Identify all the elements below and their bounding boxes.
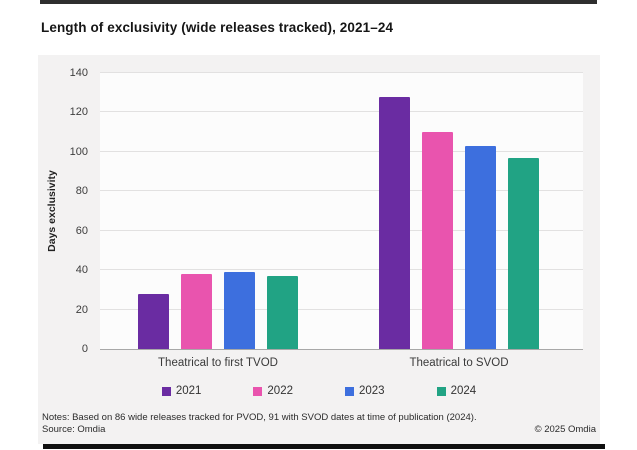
y-tick-40: 40 xyxy=(75,264,88,277)
legend-swatch-2023 xyxy=(345,386,354,396)
gridline-40 xyxy=(100,269,583,271)
y-tick-0: 0 xyxy=(81,343,88,355)
legend-label-2021: 2021 xyxy=(175,385,202,397)
legend-item-2024: 2024 xyxy=(436,385,477,397)
chart-title: Length of exclusivity (wide releases tra… xyxy=(41,20,394,36)
bar-2024-1 xyxy=(508,157,539,349)
bottom-rule xyxy=(43,444,605,449)
bar-2022-0 xyxy=(181,274,212,349)
notes-text: Notes: Based on 86 wide releases tracked… xyxy=(42,412,477,423)
category-label-0: Theatrical to first TVOD xyxy=(158,357,278,369)
bar-group-0 xyxy=(138,73,298,349)
bar-group-1 xyxy=(379,73,539,349)
category-label-1: Theatrical to SVOD xyxy=(409,357,509,369)
legend-label-2023: 2023 xyxy=(359,385,385,397)
y-tick-140: 140 xyxy=(69,67,88,79)
y-tick-20: 20 xyxy=(75,303,88,316)
legend-swatch-2024 xyxy=(436,386,446,396)
plot-area xyxy=(100,72,583,350)
legend-item-2022: 2022 xyxy=(253,385,293,397)
y-tick-80: 80 xyxy=(75,185,88,198)
legend-item-2023: 2023 xyxy=(345,385,385,397)
gridline-140 xyxy=(100,72,583,73)
chart-footer: Notes: Based on 86 wide releases tracked… xyxy=(42,412,596,435)
y-tick-100: 100 xyxy=(69,145,88,158)
gridline-120 xyxy=(100,111,583,113)
y-axis-ticks: 0 20 40 60 80 100 120 140 xyxy=(38,67,94,355)
copyright-text: © 2025 Omdia xyxy=(534,423,596,435)
legend-swatch-2021 xyxy=(161,386,171,396)
legend: 2021 2022 2023 2024 xyxy=(38,385,600,397)
gridline-60 xyxy=(100,229,583,231)
chart-panel: Days exclusivity 0 20 40 60 80 100 120 140 Thea… xyxy=(38,55,600,444)
bar-2023-1 xyxy=(465,145,496,349)
bar-2021-0 xyxy=(138,293,169,349)
bar-2024-0 xyxy=(267,276,298,349)
legend-label-2024: 2024 xyxy=(450,385,477,397)
gridline-100 xyxy=(100,150,583,152)
legend-label-2022: 2022 xyxy=(267,385,293,397)
legend-item-2021: 2021 xyxy=(161,385,202,397)
bar-2022-1 xyxy=(422,132,453,349)
source-text: Source: Omdia xyxy=(42,423,106,435)
gridline-80 xyxy=(100,190,583,192)
legend-swatch-2022 xyxy=(253,386,263,396)
bar-2023-0 xyxy=(224,272,255,349)
y-tick-120: 120 xyxy=(69,106,88,119)
y-tick-60: 60 xyxy=(75,224,88,237)
gridline-20 xyxy=(100,308,583,310)
top-rule xyxy=(40,0,597,4)
bar-2021-1 xyxy=(379,96,410,349)
